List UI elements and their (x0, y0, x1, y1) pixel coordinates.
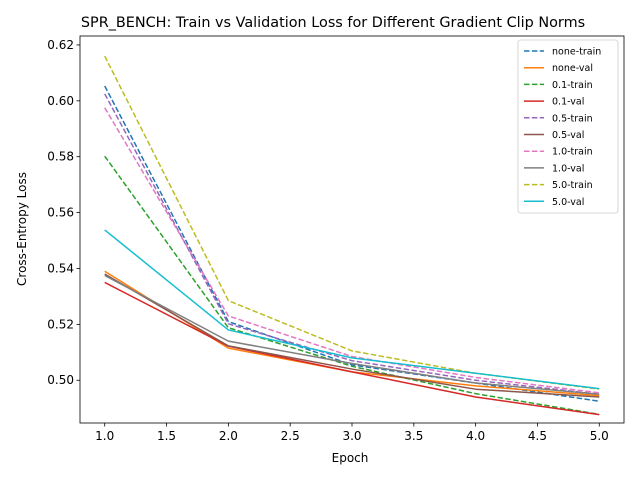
legend-label: 5.0-val (552, 197, 584, 208)
x-tick-label: 2.0 (219, 429, 238, 443)
series-line-1.0-val (104, 274, 600, 395)
y-tick-label: 0.54 (47, 261, 74, 275)
y-tick-label: 0.62 (47, 38, 74, 52)
series-line-0.5-val (104, 273, 600, 398)
legend-label: none-val (552, 63, 593, 74)
y-axis-label: Cross-Entropy Loss (15, 172, 29, 286)
legend-label: none-train (552, 47, 601, 58)
x-tick-label: 4.5 (528, 429, 547, 443)
legend-label: 1.0-val (552, 163, 584, 174)
y-tick-label: 0.56 (47, 206, 74, 220)
series-line-1.0-train (104, 107, 600, 394)
x-tick-label: 4.0 (466, 429, 485, 443)
x-axis: 1.0 1.5 2.0 2.5 3.0 3.5 4.0 4.5 5.0 (95, 423, 609, 443)
legend-label: 1.0-train (552, 147, 593, 158)
series-line-5.0-val (104, 229, 600, 390)
x-tick-label: 1.0 (95, 429, 114, 443)
y-tick-label: 0.50 (47, 373, 74, 387)
x-tick-label: 2.5 (281, 429, 300, 443)
y-axis: 0.50 0.52 0.54 0.56 0.58 0.60 0.62 (47, 38, 80, 387)
series-line-5.0-train (104, 55, 600, 390)
y-tick-label: 0.58 (47, 150, 74, 164)
legend-box (517, 39, 619, 214)
legend: none-train none-val 0.1-train 0.1-val 0.5-tr… (517, 39, 619, 214)
plot-area (79, 35, 625, 424)
x-axis-label: Epoch (332, 451, 369, 465)
y-tick-label: 0.60 (47, 94, 74, 108)
x-tick-label: 1.5 (157, 429, 176, 443)
x-tick-label: 3.0 (342, 429, 361, 443)
series-line-0.1-train (104, 155, 600, 416)
legend-label: 0.1-train (552, 80, 593, 91)
legend-label: 0.5-val (552, 130, 584, 141)
series-line-0.1-val (104, 281, 600, 416)
chart-title: SPR_BENCH: Train vs Validation Loss for … (81, 15, 585, 31)
legend-label: 0.1-val (552, 97, 584, 108)
legend-label: 5.0-train (552, 180, 593, 191)
x-tick-label: 3.5 (404, 429, 423, 443)
x-tick-label: 5.0 (590, 429, 609, 443)
y-tick-label: 0.52 (47, 317, 74, 331)
legend-label: 0.5-train (552, 113, 593, 124)
